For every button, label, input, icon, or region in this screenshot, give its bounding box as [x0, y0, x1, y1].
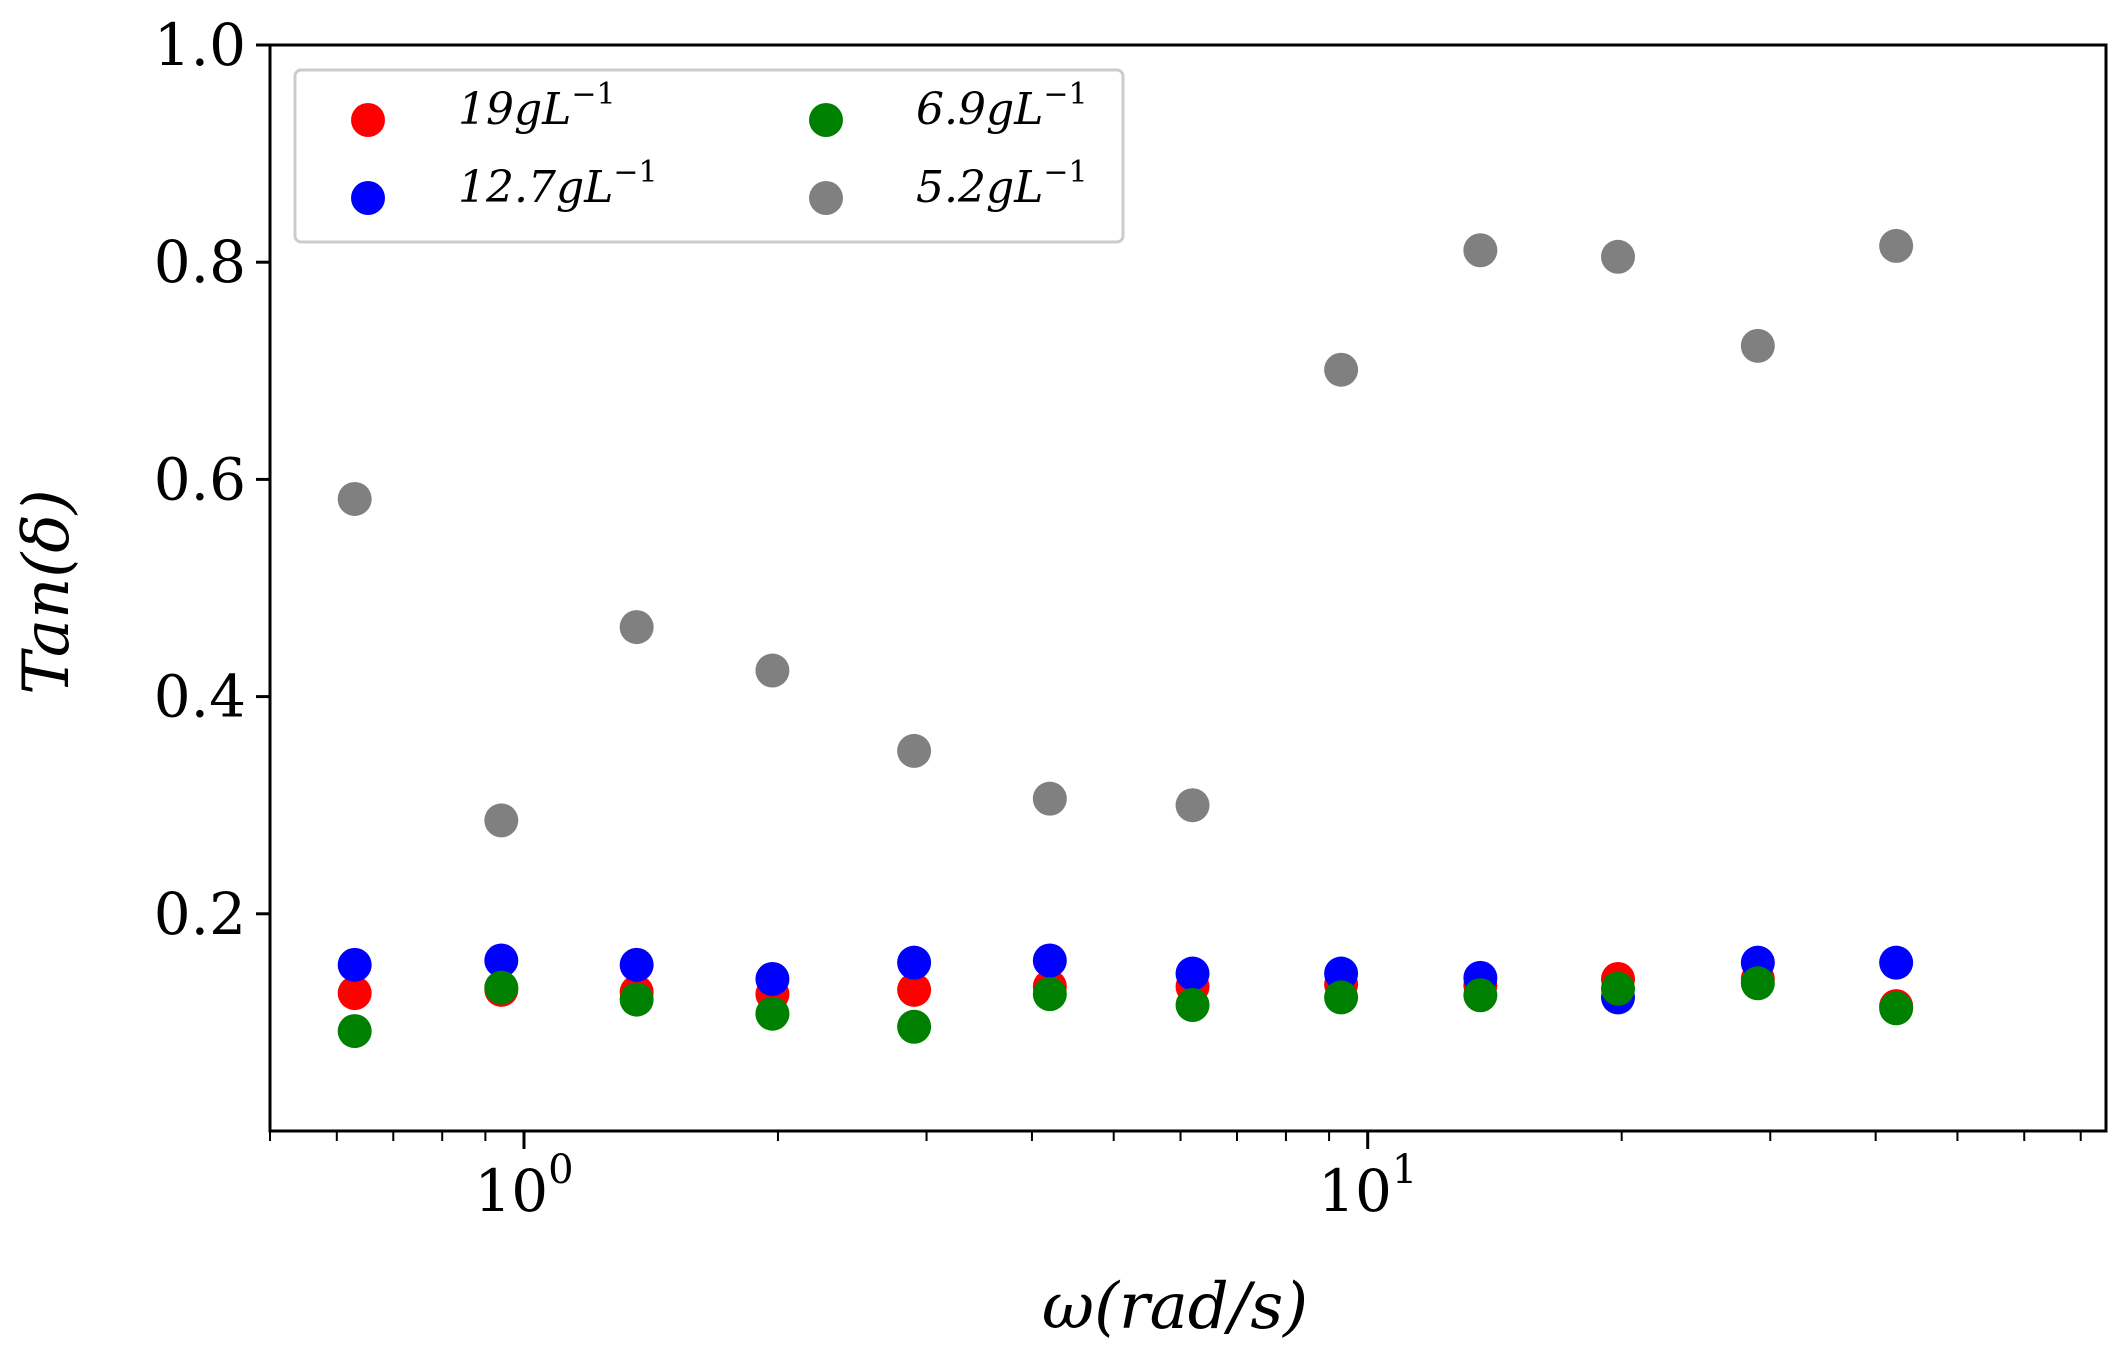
series-0 [337, 961, 1914, 1024]
legend-box [293, 68, 1125, 244]
legend-label: 19gL−1 [458, 77, 616, 135]
x-tick-label: 101 [1318, 1147, 1417, 1225]
legend-marker [351, 103, 385, 137]
data-point [897, 1009, 932, 1044]
legend-marker [809, 181, 843, 215]
data-point [484, 803, 519, 838]
data-point [484, 970, 519, 1005]
x-axis-title: ω(rad/s) [1042, 1270, 1308, 1344]
x-tick-label: 100 [474, 1147, 573, 1225]
legend-marker [351, 181, 385, 215]
data-point [1463, 978, 1498, 1013]
x-axis-ticks: 100 101 [269, 1131, 2082, 1225]
legend-label: 12.7gL−1 [458, 155, 658, 213]
series-3 [337, 228, 1914, 838]
data-point [1324, 980, 1359, 1015]
legend-marker [809, 103, 843, 137]
plot-area [268, 43, 2108, 1133]
plot-frame [268, 43, 2108, 1133]
data-point [484, 943, 519, 978]
y-axis-ticks: 0.2 0.4 0.6 0.8 1.0 [154, 11, 270, 948]
y-tick-label: 0.8 [154, 228, 246, 296]
data-point [755, 996, 790, 1031]
data-point [1879, 991, 1914, 1026]
data-point [1463, 233, 1498, 268]
y-tick-label: 0.4 [154, 663, 246, 731]
data-point [897, 733, 932, 768]
series-1 [337, 943, 1914, 1015]
data-point [755, 653, 790, 688]
data-point [1600, 239, 1635, 274]
legend-item: 19gL−1 [351, 77, 616, 137]
data-point [1032, 977, 1067, 1012]
data-point [1175, 988, 1210, 1023]
legend-label: 5.2gL−1 [916, 155, 1088, 213]
data-point [619, 610, 654, 645]
data-point [1032, 781, 1067, 816]
data-point [337, 481, 372, 516]
data-point [1879, 228, 1914, 263]
y-tick-label: 0.2 [154, 880, 246, 948]
data-point [1600, 971, 1635, 1006]
data-point [1175, 956, 1210, 991]
y-tick-label: 0.6 [154, 445, 246, 513]
data-point [1175, 788, 1210, 823]
data-point [1879, 945, 1914, 980]
data-point [1324, 956, 1359, 991]
legend-item: 12.7gL−1 [351, 155, 658, 215]
series-2 [337, 966, 1914, 1049]
y-tick-label: 1.0 [154, 11, 246, 79]
data-point [1740, 966, 1775, 1001]
data-point [619, 982, 654, 1017]
data-point [337, 976, 372, 1011]
legend-label: 6.9gL−1 [916, 77, 1088, 135]
data-point [337, 1014, 372, 1049]
data-point [1032, 943, 1067, 978]
legend-item: 6.9gL−1 [809, 77, 1088, 137]
data-point [1324, 352, 1359, 387]
data-point [755, 961, 790, 996]
data-point [337, 947, 372, 982]
data-point [1740, 328, 1775, 363]
data-point [897, 945, 932, 980]
legend-item: 5.2gL−1 [809, 155, 1088, 215]
legend: 19gL−1 12.7gL−1 6.9gL−1 5.2gL−1 [293, 68, 1125, 244]
data-points [337, 228, 1914, 1049]
data-point [897, 972, 932, 1007]
data-point [619, 947, 654, 982]
y-axis-title: Tan(δ) [10, 489, 84, 695]
